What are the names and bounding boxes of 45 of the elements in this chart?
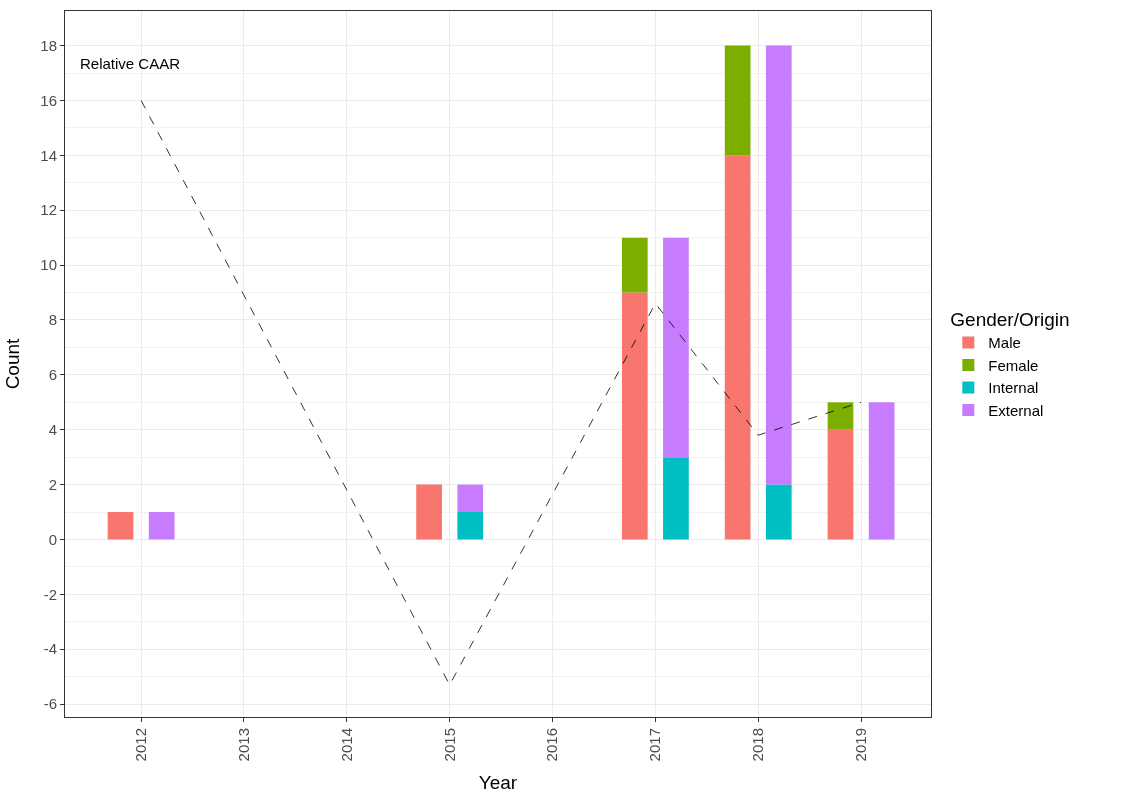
bar [416, 484, 442, 540]
y-tick-label: 10 [40, 256, 57, 274]
bar [724, 155, 751, 540]
x-tick-label: 2015 [440, 728, 458, 762]
x-tick-label: 2016 [543, 728, 561, 762]
bar [107, 512, 134, 540]
y-tick-label: 14 [40, 146, 57, 164]
y-tick-label: 2 [48, 475, 57, 493]
y-tick-label: 0 [48, 530, 57, 548]
bar [827, 429, 854, 540]
bar [457, 512, 484, 540]
x-tick-label: 2012 [131, 728, 149, 762]
y-tick-label: 8 [48, 311, 57, 329]
y-tick-label: 18 [40, 36, 57, 54]
y-axis-title: Count [2, 337, 24, 390]
legend-label: External [988, 401, 1044, 419]
x-axis-title: Year [478, 772, 518, 794]
bar [148, 512, 175, 540]
legend-title: Gender/Origin [950, 309, 1070, 331]
legend-label: Male [988, 334, 1021, 352]
y-tick-label: -2 [43, 585, 57, 603]
y-tick-label: 12 [40, 201, 57, 219]
bar [765, 484, 792, 540]
x-tick-label: 2019 [851, 728, 869, 762]
y-tick-label: 16 [40, 91, 57, 109]
bar [457, 484, 484, 513]
legend-label: Female [988, 356, 1039, 374]
bar [621, 237, 648, 293]
x-tick-label: 2013 [234, 728, 252, 762]
y-tick-label: 4 [48, 420, 57, 438]
bar [621, 292, 648, 540]
bar [663, 457, 689, 540]
x-tick-label: 2017 [646, 728, 664, 762]
bar [827, 402, 854, 430]
bar [765, 45, 792, 485]
bar [663, 237, 689, 458]
legend-label: Internal [988, 379, 1039, 397]
y-tick-label: 6 [48, 366, 57, 384]
y-tick-label: -4 [43, 640, 57, 658]
annotation: Relative CAAR [80, 55, 181, 72]
x-tick-label: 2014 [337, 728, 355, 762]
bar [724, 45, 751, 156]
x-tick-label: 2018 [749, 728, 767, 762]
bar [868, 402, 895, 540]
y-tick-label: -6 [43, 695, 57, 713]
